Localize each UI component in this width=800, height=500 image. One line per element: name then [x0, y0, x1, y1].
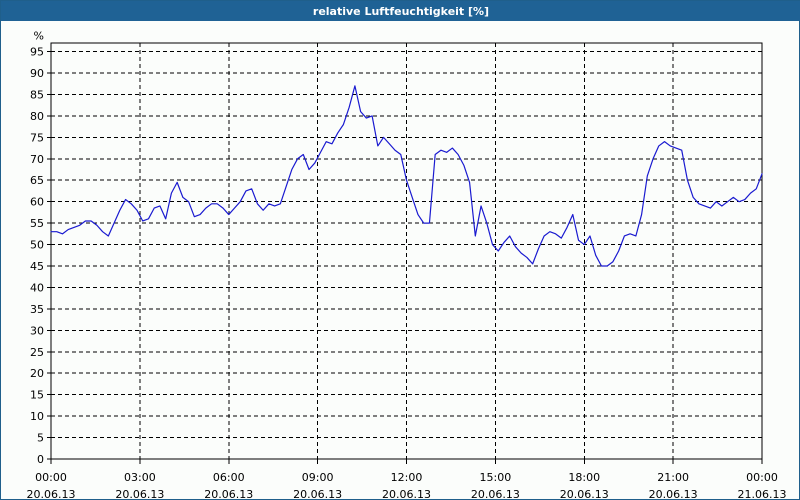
chart-canvas: 0 5 10 15 20 25 30 35 40 45 50 55 60 65 70 75 80 85 90 95 0…: [1, 22, 799, 499]
y-tick-label: 50: [30, 239, 44, 252]
y-tick-label: 85: [30, 88, 44, 101]
y-tick-label: 55: [30, 217, 44, 230]
plot-frame: [50, 42, 763, 460]
x-tick-label-time: 12:00: [391, 471, 423, 484]
x-tick-label-date: 20.06.13: [471, 488, 520, 499]
vertical-gridlines: [139, 43, 674, 459]
axis-lines: [50, 42, 763, 460]
y-tick-label: 75: [30, 131, 44, 144]
x-tick-label-date: 20.06.13: [27, 488, 76, 499]
x-tick-label-time: 00:00: [35, 471, 67, 484]
axis-tick-marks: [47, 51, 763, 464]
y-tick-label: 60: [30, 196, 44, 209]
y-axis-unit-label: %: [34, 30, 44, 43]
x-tick-label-date: 20.06.13: [560, 488, 609, 499]
x-tick-label-time: 00:00: [746, 471, 778, 484]
x-tick-label-date: 20.06.13: [115, 488, 164, 499]
y-tick-label: 65: [30, 174, 44, 187]
x-tick-label-time: 03:00: [124, 471, 156, 484]
y-tick-label: 40: [30, 281, 44, 294]
y-tick-label: 5: [37, 432, 44, 445]
y-tick-label: 35: [30, 303, 44, 316]
y-tick-label: 20: [30, 367, 44, 380]
y-tick-label: 10: [30, 410, 44, 423]
x-tick-label-date: 20.06.13: [204, 488, 253, 499]
x-tick-label-date: 21.06.13: [738, 488, 787, 499]
humidity-series-line: [50, 85, 763, 267]
y-tick-label: 25: [30, 346, 44, 359]
y-tick-label: 30: [30, 324, 44, 337]
window-title: relative Luftfeuchtigkeit [%]: [312, 4, 490, 18]
x-tick-label-time: 06:00: [213, 471, 245, 484]
x-axis-labels: 00:00 20.06.13 03:00 20.06.13 06:00 20.06.13 0…: [27, 471, 787, 499]
y-tick-label: 15: [30, 389, 44, 402]
x-tick-label-time: 18:00: [568, 471, 600, 484]
x-tick-label-date: 20.06.13: [293, 488, 342, 499]
x-tick-label-date: 20.06.13: [649, 488, 698, 499]
y-tick-label: 90: [30, 67, 44, 80]
x-tick-label-time: 09:00: [302, 471, 334, 484]
y-tick-label: 45: [30, 260, 44, 273]
x-tick-label-time: 21:00: [657, 471, 689, 484]
y-tick-label: 70: [30, 153, 44, 166]
y-tick-label: 80: [30, 110, 44, 123]
humidity-line-chart: 0 5 10 15 20 25 30 35 40 45 50 55 60 65 70 75 80 85 90 95 0…: [27, 30, 787, 499]
x-tick-label-date: 20.06.13: [382, 488, 431, 499]
y-axis-labels: 0 5 10 15 20 25 30 35 40 45 50 55 60 65 70 75 80 85 90 95: [30, 46, 44, 466]
y-tick-label: 0: [37, 453, 44, 466]
x-tick-label-time: 15:00: [480, 471, 512, 484]
y-tick-label: 95: [30, 46, 44, 59]
window-title-bar: relative Luftfeuchtigkeit [%]: [1, 1, 800, 21]
